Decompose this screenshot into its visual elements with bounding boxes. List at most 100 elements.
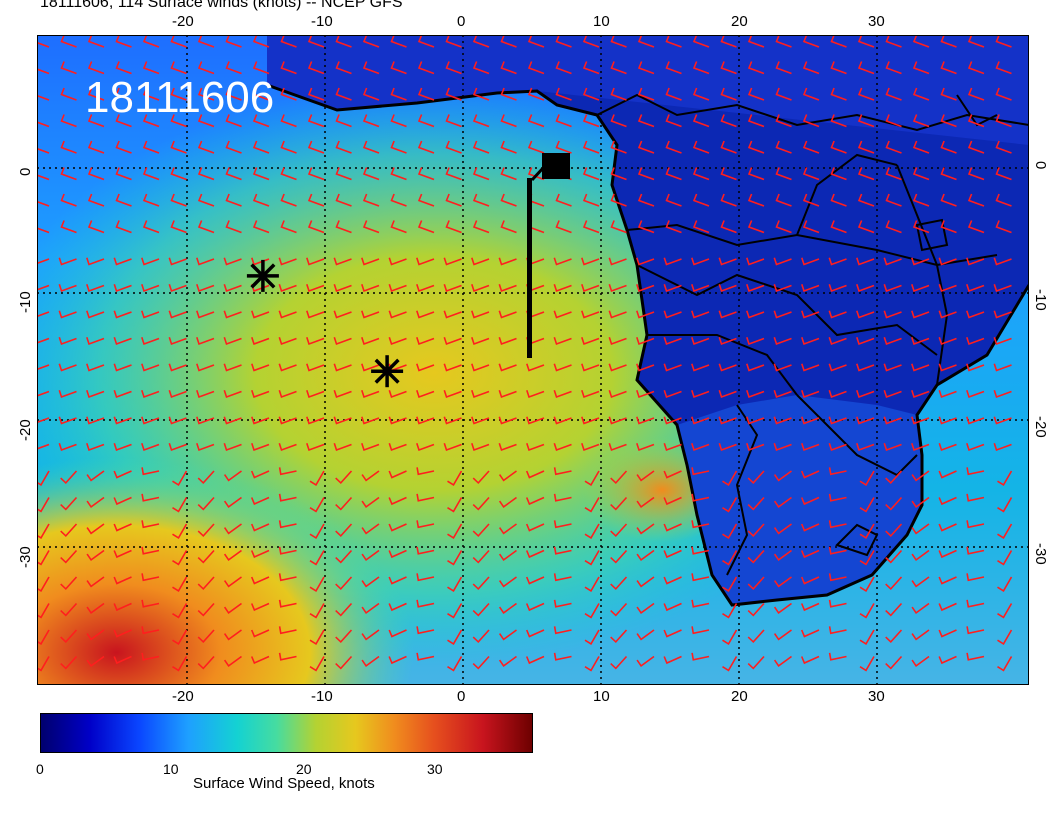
wind-barb [938, 655, 957, 665]
wind-barb [113, 496, 132, 506]
wind-barb [663, 496, 682, 506]
wind-barb [252, 140, 270, 154]
wind-barb [995, 87, 1012, 101]
wind-barb [830, 193, 847, 207]
wind-barb [335, 629, 353, 644]
wind-barb [309, 629, 325, 646]
wind-barb [225, 35, 242, 48]
wind-barb [966, 493, 985, 502]
wind-barb [747, 576, 765, 591]
wind-barb [445, 167, 462, 181]
wind-barb [251, 443, 270, 452]
wind-barb [993, 337, 1012, 346]
wind-barb [142, 140, 160, 154]
wind-barb [722, 603, 738, 619]
colorbar-tick-10: 10 [163, 761, 179, 777]
wind-barb [856, 257, 875, 266]
wind-barb [225, 140, 242, 154]
wind-barb [362, 114, 380, 128]
wind-barb [388, 257, 407, 266]
wind-barb [115, 61, 132, 75]
wind-barb [582, 87, 600, 101]
wind-barb [60, 193, 77, 207]
wind-barb [113, 655, 132, 665]
wind-barb [718, 337, 737, 346]
wind-barb [86, 443, 105, 452]
wind-barb [280, 167, 297, 181]
wind-barb [883, 443, 902, 452]
wind-barb [801, 443, 820, 452]
wind-barb [471, 284, 490, 293]
wind-barb [37, 167, 50, 181]
wind-barb [940, 140, 957, 154]
wind-barb [141, 493, 160, 502]
wind-barb [416, 467, 435, 476]
wind-barb [747, 61, 765, 75]
wind-barb [388, 576, 407, 585]
wind-barb [390, 167, 407, 181]
wind-barb [307, 114, 325, 128]
wind-barb [335, 87, 352, 101]
wind-barb [197, 549, 215, 564]
wind-barb [278, 284, 297, 293]
wind-barb [553, 573, 572, 582]
lon-tick-bottom-6: 30 [868, 688, 885, 705]
wind-barb [388, 390, 407, 399]
wind-barb [610, 470, 628, 485]
wind-barb [691, 416, 710, 425]
wind-barb [443, 310, 462, 319]
wind-barb [197, 193, 215, 207]
wind-barb [938, 257, 957, 266]
wind-barb [663, 576, 682, 585]
wind-barb [168, 337, 187, 346]
wind-barb [417, 220, 435, 234]
wind-barb [555, 140, 572, 154]
wind-barb [335, 576, 353, 591]
wind-barb [967, 87, 985, 101]
wind-barb [197, 576, 215, 591]
wind-barb [417, 61, 435, 75]
wind-barb [250, 602, 270, 612]
wind-barb [830, 87, 847, 101]
wind-barb [911, 416, 930, 425]
wind-barb [388, 602, 407, 612]
wind-barb [830, 61, 847, 75]
wind-barb [525, 576, 545, 585]
wind-barb [443, 257, 462, 266]
wind-barb [911, 629, 930, 641]
wind-barb [526, 443, 545, 452]
wind-barb [637, 167, 655, 181]
wind-barb [608, 310, 627, 319]
wind-barb [885, 61, 902, 75]
wind-barb [113, 257, 132, 266]
wind-barb [610, 87, 627, 101]
country-borders [596, 93, 1029, 576]
wind-barb [610, 35, 627, 48]
wind-barb [142, 167, 160, 181]
wind-barb [828, 257, 847, 266]
wind-barb [746, 284, 765, 293]
wind-barb [637, 220, 655, 234]
wind-barb [966, 443, 985, 452]
wind-barb [223, 576, 242, 588]
wind-barb [802, 167, 820, 181]
wind-barb [252, 114, 270, 128]
wind-barb [388, 655, 407, 665]
wind-barb [801, 337, 820, 346]
wind-barb [113, 337, 132, 346]
wind-barb [966, 599, 985, 608]
wind-barb [692, 193, 710, 207]
wind-barb [966, 363, 985, 372]
wind-barb [857, 87, 875, 101]
lat-tick-right-2: -10 [1032, 289, 1049, 311]
wind-barb [87, 35, 105, 48]
wind-barb [223, 416, 242, 425]
wind-barb [746, 390, 765, 399]
wind-barb [417, 140, 435, 154]
wind-barb [498, 549, 517, 562]
wind-barb [912, 87, 930, 101]
wind-barb [636, 655, 655, 668]
wind-barb [417, 87, 435, 101]
storm-marker-1 [246, 259, 279, 292]
wind-barb [997, 470, 1013, 487]
